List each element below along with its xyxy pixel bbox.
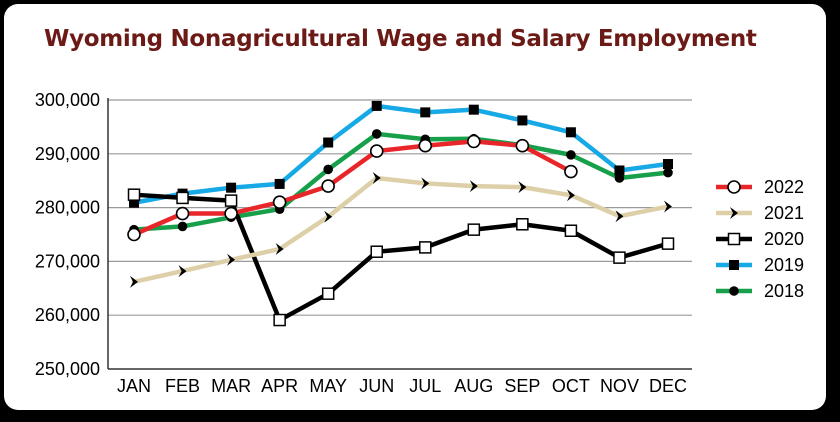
legend: 2022 2021 2020 2019 2018 [716, 177, 804, 301]
legend-entry-2022: 2022 [716, 177, 804, 197]
data-point [729, 260, 739, 270]
y-tick-label: 260,000 [35, 305, 100, 325]
data-point [129, 197, 139, 208]
x-tick-label: JUN [359, 376, 394, 396]
y-tick-label: 290,000 [35, 144, 100, 164]
series-2020 [127, 188, 675, 327]
data-point [467, 223, 481, 236]
data-point [323, 164, 333, 175]
axes [107, 98, 692, 370]
data-point [272, 195, 287, 210]
series-line [131, 192, 671, 323]
data-point [274, 178, 285, 189]
data-point [613, 251, 626, 264]
data-point [614, 173, 625, 183]
data-point [275, 243, 284, 256]
data-point [518, 181, 527, 194]
data-point [372, 172, 381, 185]
data-point [127, 188, 141, 201]
y-tick-label: 280,000 [35, 198, 100, 218]
y-tick-label: 270,000 [35, 251, 100, 271]
x-tick-label: OCT [552, 376, 590, 396]
legend-entry-2018: 2018 [716, 281, 804, 301]
series-2021 [130, 172, 672, 288]
data-point [467, 134, 481, 149]
legend-label: 2019 [764, 255, 804, 275]
series-line [131, 131, 671, 232]
data-point [224, 206, 238, 221]
data-point [321, 179, 335, 193]
data-point [516, 218, 529, 231]
legend-entry-2020: 2020 [716, 229, 804, 249]
data-point [469, 180, 478, 193]
data-point [370, 245, 383, 258]
legend-entry-2021: 2021 [716, 203, 804, 223]
series-line [131, 103, 671, 206]
data-point [468, 104, 479, 115]
data-point [324, 210, 333, 223]
x-tick-label: JUL [409, 376, 441, 396]
tick-labels: 250,000 260,000 270,000 280,000 290,000 300,0… [35, 90, 687, 396]
chart-title: Wyoming Nonagricultural Wage and Salary … [44, 26, 757, 52]
data-point [177, 221, 188, 232]
data-point [371, 129, 382, 139]
x-tick-label: AUG [454, 376, 493, 396]
data-point [273, 313, 286, 327]
data-point [566, 150, 576, 160]
data-point [565, 127, 576, 138]
x-tick-label: FEB [165, 376, 200, 396]
x-tick-label: DEC [649, 376, 687, 396]
series-line [131, 175, 671, 285]
data-point [419, 241, 432, 254]
data-point [371, 100, 382, 111]
data-point [729, 286, 739, 296]
data-point [226, 182, 237, 193]
data-point [418, 138, 433, 153]
series-2019 [129, 100, 673, 208]
x-tick-label: APR [261, 376, 298, 396]
legend-entry-2019: 2019 [716, 255, 804, 275]
data-point [127, 227, 141, 242]
data-point [321, 287, 335, 300]
data-point [564, 224, 578, 237]
data-point [727, 180, 741, 194]
legend-label: 2021 [764, 203, 804, 223]
x-tick-label: MAR [211, 376, 251, 396]
data-point [369, 144, 384, 158]
x-tick-label: MAY [309, 376, 347, 396]
data-point [224, 194, 238, 207]
data-point [176, 191, 189, 205]
data-point [517, 115, 528, 126]
data-point [661, 237, 675, 250]
series-2022 [127, 134, 578, 242]
data-point [615, 210, 624, 223]
data-point [178, 265, 187, 278]
data-point [323, 137, 334, 148]
data-point [421, 177, 430, 190]
x-tick-label: SEP [504, 376, 540, 396]
y-tick-label: 250,000 [35, 359, 100, 379]
data-point [564, 164, 578, 179]
data-point [727, 232, 741, 246]
data-point [730, 207, 738, 219]
data-point [420, 107, 431, 118]
data-point [664, 200, 672, 213]
data-point [175, 206, 190, 221]
data-point [227, 253, 236, 266]
series-lines [127, 100, 675, 327]
data-point [130, 275, 138, 288]
data-point [663, 159, 673, 170]
legend-label: 2022 [764, 177, 804, 197]
series-line [131, 139, 574, 237]
data-point [566, 189, 575, 202]
legend-label: 2018 [764, 281, 804, 301]
y-tick-label: 300,000 [35, 90, 100, 110]
x-tick-label: JAN [117, 376, 151, 396]
x-tick-label: NOV [600, 376, 639, 396]
data-point [614, 165, 625, 176]
data-point [663, 167, 673, 178]
legend-label: 2020 [764, 229, 804, 249]
data-point [515, 138, 530, 153]
